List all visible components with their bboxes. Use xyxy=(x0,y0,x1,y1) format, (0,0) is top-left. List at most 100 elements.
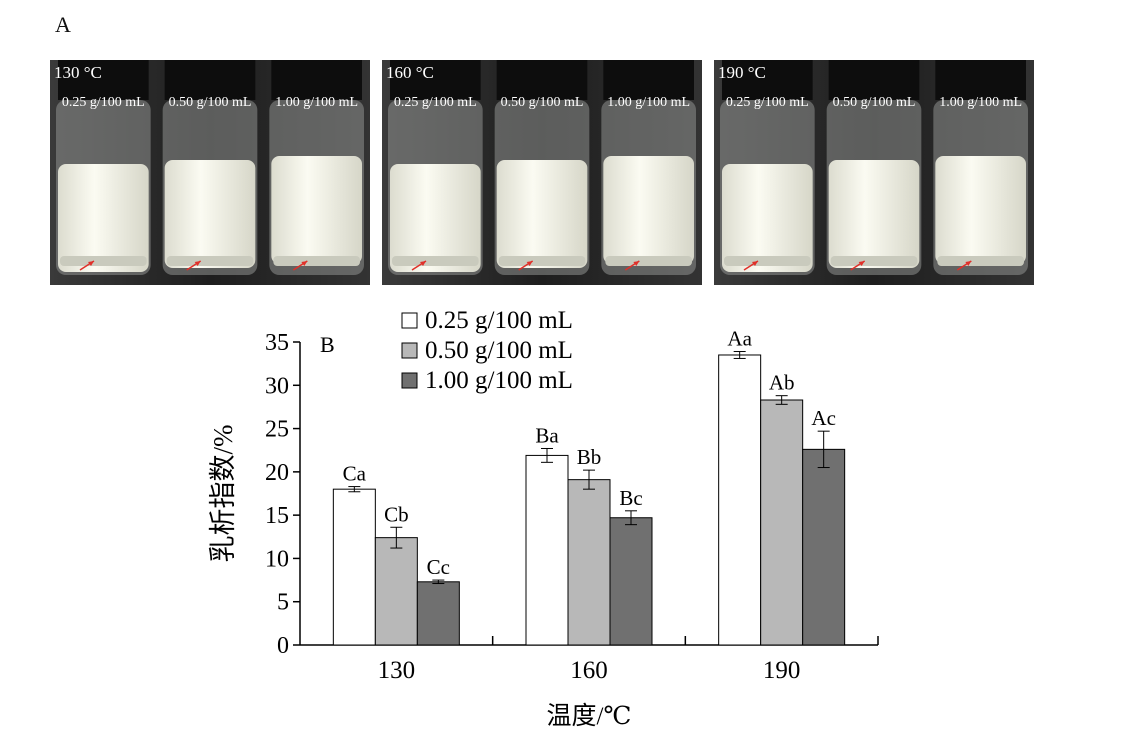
emulsion-layer xyxy=(496,160,588,268)
serum-layer xyxy=(937,256,1024,266)
serum-layer xyxy=(498,256,586,266)
vial-label: 0.50 g/100 mL xyxy=(501,95,584,110)
bar-130-0 xyxy=(332,488,376,646)
serum-layer xyxy=(605,256,692,266)
legend-label: 0.50 g/100 mL xyxy=(425,337,573,364)
emulsion-layer xyxy=(935,156,1026,264)
x-tick-label: 160 xyxy=(570,657,608,684)
y-tick-label: 35 xyxy=(265,330,289,356)
data-label: Aa xyxy=(727,327,752,351)
vial: 0.50 g/100 mL xyxy=(494,60,590,275)
red-arrowhead xyxy=(88,261,94,266)
vial-label: 0.25 g/100 mL xyxy=(394,95,477,110)
bar-160-0 xyxy=(525,454,569,646)
emulsion-layer xyxy=(603,156,694,264)
photo-190: 0.25 g/100 mL 0.50 g/100 mL 1.00 g/100 mL 1… xyxy=(714,60,1034,285)
data-label: Bc xyxy=(619,486,642,510)
emulsion-layer xyxy=(58,164,149,272)
legend-label: 0.25 g/100 mL xyxy=(425,307,573,334)
legend-swatch xyxy=(401,312,418,329)
photo-160: 0.25 g/100 mL 0.50 g/100 mL 1.00 g/100 mL 1… xyxy=(382,60,702,285)
serum-layer xyxy=(724,256,811,266)
vial-cap xyxy=(935,60,1026,100)
red-arrowhead xyxy=(965,261,972,266)
emulsion-layer xyxy=(828,160,920,268)
data-label: Ba xyxy=(535,423,559,447)
vial: 0.25 g/100 mL xyxy=(56,60,151,275)
vial: 0.50 g/100 mL xyxy=(162,60,258,275)
temperature-label: 190 °C xyxy=(718,63,766,82)
bar-190-2 xyxy=(802,448,846,646)
temperature-label: 130 °C xyxy=(54,63,102,82)
vial-label: 1.00 g/100 mL xyxy=(607,95,690,110)
serum-layer xyxy=(273,256,360,266)
vial-cap xyxy=(164,60,256,100)
vial-label: 1.00 g/100 mL xyxy=(275,95,358,110)
y-tick-label: 15 xyxy=(265,503,289,529)
emulsion-layer xyxy=(271,156,362,264)
red-arrowhead xyxy=(301,261,308,266)
red-arrowhead xyxy=(633,261,640,266)
vial-cap xyxy=(390,60,481,100)
vial-cap xyxy=(58,60,149,100)
y-tick-label: 20 xyxy=(265,460,289,486)
bar-190-1 xyxy=(760,399,804,646)
data-label: Bb xyxy=(577,445,602,469)
x-tick-label: 130 xyxy=(378,657,416,684)
vial-cap xyxy=(496,60,588,100)
photo-130: 0.25 g/100 mL 0.50 g/100 mL 1.00 g/100 mL 1… xyxy=(50,60,370,285)
data-label: Ab xyxy=(769,371,795,395)
bar-130-2 xyxy=(416,581,460,646)
legend-label: 1.00 g/100 mL xyxy=(425,367,573,394)
red-arrowhead xyxy=(526,261,533,266)
vial-cap xyxy=(722,60,813,100)
red-arrowhead xyxy=(752,261,758,266)
data-label: Cb xyxy=(384,502,409,526)
vial: 0.25 g/100 mL xyxy=(720,60,815,275)
vial-cap xyxy=(271,60,362,100)
panel-a-label: A xyxy=(55,12,71,37)
serum-layer xyxy=(166,256,254,266)
temperature-label: 160 °C xyxy=(386,63,434,82)
serum-layer xyxy=(60,256,147,266)
red-arrowhead xyxy=(420,261,426,266)
legend-swatch xyxy=(401,342,418,359)
vial: 1.00 g/100 mL xyxy=(601,60,696,275)
y-tick-label: 30 xyxy=(265,373,289,399)
y-tick-label: 25 xyxy=(265,417,289,443)
vial-label: 0.50 g/100 mL xyxy=(169,95,252,110)
vial: 0.50 g/100 mL xyxy=(826,60,922,275)
emulsion-layer xyxy=(722,164,813,272)
x-axis-title: 温度/℃ xyxy=(547,702,632,730)
vial-label: 0.25 g/100 mL xyxy=(726,95,809,110)
vial-label: 0.50 g/100 mL xyxy=(833,95,916,110)
panel-b-label: B xyxy=(320,332,335,357)
vial-cap xyxy=(828,60,920,100)
bar-190-0 xyxy=(718,354,762,646)
bar-130-1 xyxy=(374,537,418,646)
y-tick-label: 0 xyxy=(277,633,289,659)
emulsion-layer xyxy=(164,160,256,268)
legend-swatch xyxy=(401,372,418,389)
data-label: Ac xyxy=(811,406,836,430)
emulsion-layer xyxy=(390,164,481,272)
serum-layer xyxy=(392,256,479,266)
bar-160-2 xyxy=(609,517,653,646)
serum-layer xyxy=(830,256,918,266)
y-tick-label: 5 xyxy=(277,590,289,616)
data-label: Cc xyxy=(427,555,450,579)
vial: 1.00 g/100 mL xyxy=(933,60,1028,275)
vial-label: 0.25 g/100 mL xyxy=(62,95,145,110)
data-label: Ca xyxy=(343,462,367,486)
red-arrowhead xyxy=(858,261,865,266)
vial: 1.00 g/100 mL xyxy=(269,60,364,275)
vial-label: 1.00 g/100 mL xyxy=(939,95,1022,110)
x-tick-label: 190 xyxy=(763,657,801,684)
vial: 0.25 g/100 mL xyxy=(388,60,483,275)
y-axis-title: 乳析指数/% xyxy=(208,425,238,563)
red-arrowhead xyxy=(194,261,201,266)
y-tick-label: 10 xyxy=(265,546,289,572)
bar-160-1 xyxy=(567,479,611,646)
vial-cap xyxy=(603,60,694,100)
